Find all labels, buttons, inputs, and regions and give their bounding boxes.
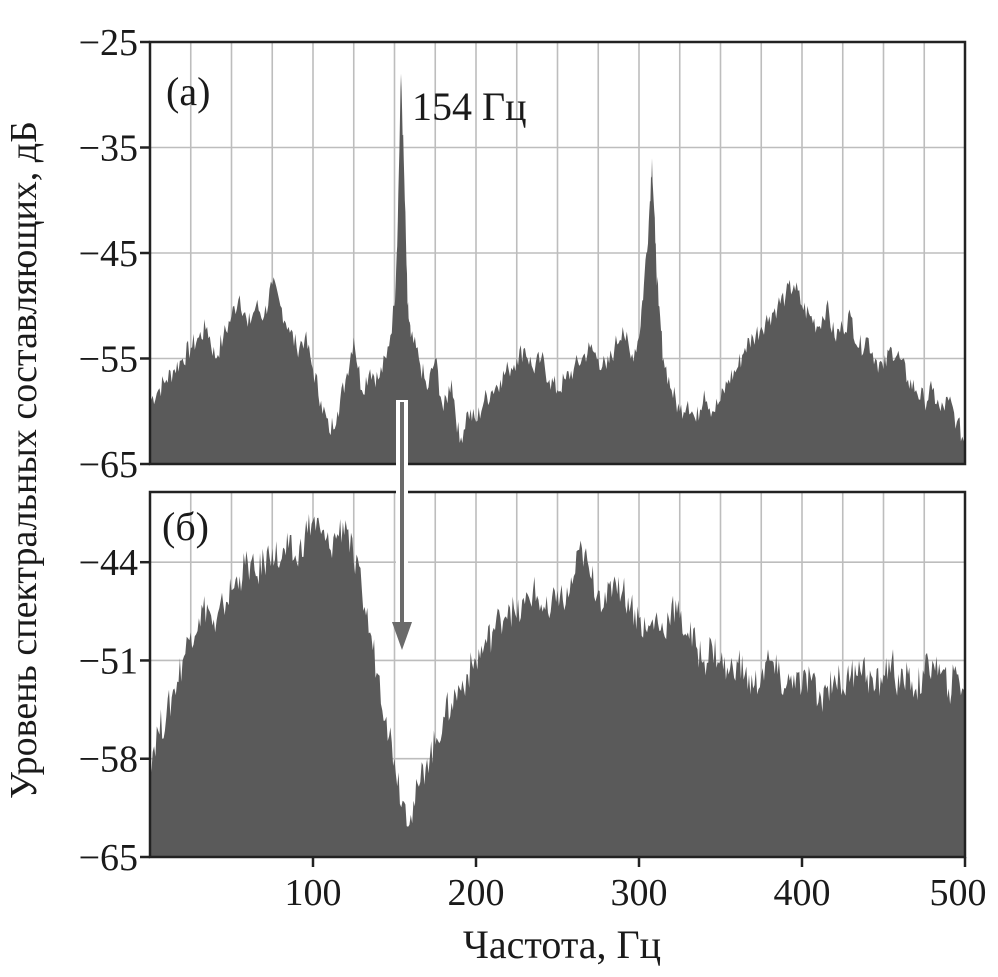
panel-a: −25 −35 −45 −55 −65 (а) 154 Гц xyxy=(79,22,967,486)
y-tick-label: −65 xyxy=(79,837,138,879)
panel-a-y-ticks: −25 −35 −45 −55 −65 xyxy=(79,22,150,486)
peak-annotation: 154 Гц xyxy=(412,84,527,129)
x-tick-label: 400 xyxy=(774,872,831,914)
x-tick-label: 300 xyxy=(611,872,668,914)
arrow-head xyxy=(392,622,412,650)
x-tick-label: 100 xyxy=(285,872,342,914)
panel-b-y-ticks: −44 −51 −58 −65 xyxy=(79,542,150,879)
x-axis-title: Частота, Гц xyxy=(463,922,661,967)
y-tick-label: −51 xyxy=(79,640,138,682)
suppression-arrow xyxy=(392,400,412,650)
y-tick-label: −35 xyxy=(79,128,138,170)
x-tick-label: 500 xyxy=(930,872,987,914)
panel-b: −44 −51 −58 −65 100 200 300 400 500 (б) xyxy=(79,490,987,914)
y-tick-label: −65 xyxy=(79,444,138,486)
panel-b-frame xyxy=(148,490,967,859)
y-axis-title: Уровень спектральных составляющих, дБ xyxy=(3,121,45,799)
panel-b-spectrum-area xyxy=(150,513,965,857)
panel-a-label: (а) xyxy=(166,69,210,114)
y-tick-label: −55 xyxy=(79,339,138,381)
y-tick-label: −25 xyxy=(79,22,138,64)
panel-a-spectrum-area xyxy=(150,73,965,464)
panel-b-x-ticks: 100 200 300 400 500 xyxy=(285,857,987,914)
panel-b-label: (б) xyxy=(162,504,209,549)
x-tick-label: 200 xyxy=(448,872,505,914)
y-tick-label: −44 xyxy=(79,542,138,584)
y-tick-label: −45 xyxy=(79,233,138,275)
y-tick-label: −58 xyxy=(79,739,138,781)
